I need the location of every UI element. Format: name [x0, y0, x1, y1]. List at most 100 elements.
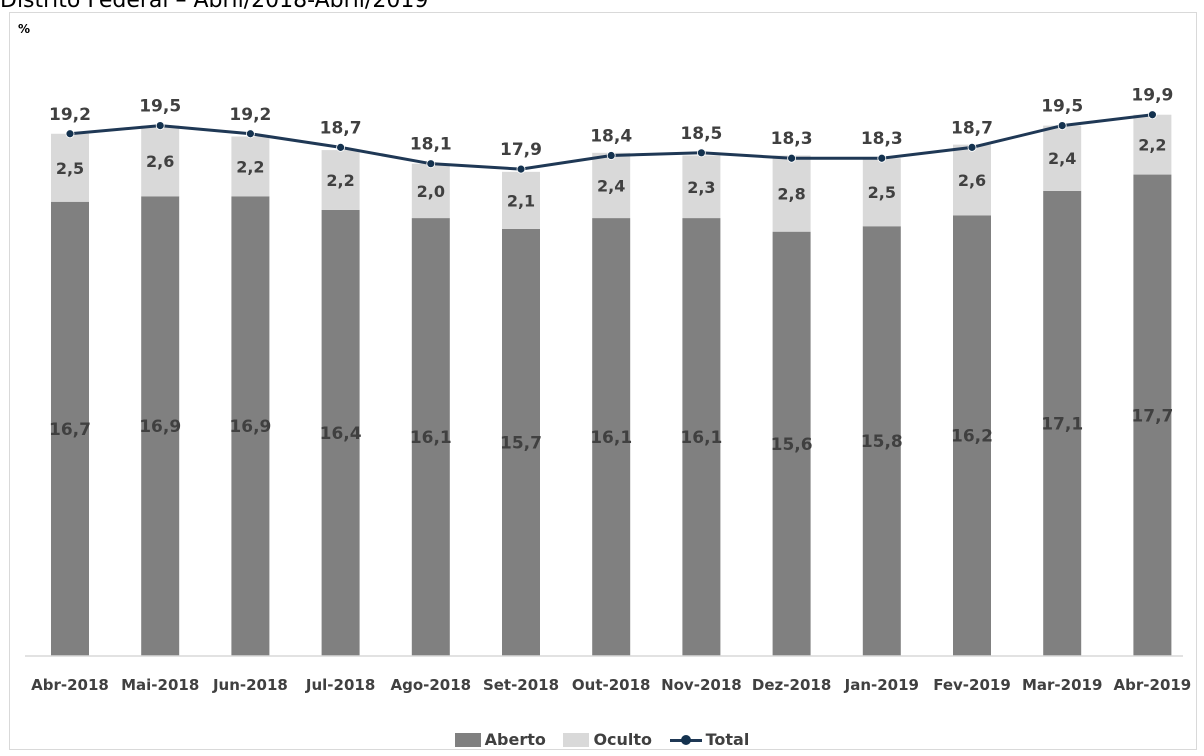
bar-aberto: [411, 218, 450, 656]
data-label-oculto: 2,2: [236, 157, 264, 176]
data-label-total: 17,9: [500, 140, 542, 160]
data-label-oculto: 2,8: [777, 185, 805, 204]
legend-swatch-oculto: [563, 732, 590, 747]
bar-aberto: [502, 228, 540, 656]
point-total: [245, 129, 255, 139]
x-tick-label: Jun-2018: [212, 676, 288, 694]
bar-oculto: [1133, 114, 1172, 175]
bar-oculto: [953, 144, 991, 216]
bar-aberto: [321, 209, 360, 657]
bar-oculto: [1043, 125, 1082, 191]
data-label-oculto: 2,2: [326, 171, 354, 190]
data-label-oculto: 2,0: [417, 182, 445, 201]
legend-label-oculto: Oculto: [593, 730, 653, 749]
data-label-aberto: 16,1: [680, 428, 722, 448]
x-tick-label: Abr-2019: [1114, 676, 1192, 694]
data-label-total: 19,5: [1041, 97, 1083, 117]
bar-aberto: [953, 215, 991, 657]
legend-swatch-aberto: [454, 732, 481, 747]
bar-aberto: [141, 196, 180, 656]
data-label-aberto: 16,4: [320, 424, 362, 444]
legend-swatch-total: [669, 733, 702, 747]
data-label-aberto: 16,2: [951, 427, 993, 447]
data-label-oculto: 2,2: [1138, 136, 1166, 155]
data-label-aberto: 15,6: [771, 435, 813, 455]
data-label-aberto: 17,7: [1131, 406, 1173, 426]
data-label-aberto: 16,1: [410, 428, 452, 448]
data-label-aberto: 16,9: [139, 417, 181, 437]
bar-aberto: [1133, 174, 1172, 656]
data-label-total: 18,4: [590, 127, 632, 147]
x-tick-label: Fev-2019: [933, 676, 1011, 694]
bar-aberto: [862, 226, 901, 657]
bar-oculto: [862, 158, 901, 227]
x-tick-label: Nov-2018: [661, 676, 742, 694]
bar-aberto: [1043, 190, 1082, 656]
legend-item-aberto[interactable]: Aberto: [454, 730, 546, 749]
legend-label-total: Total: [705, 730, 750, 749]
data-label-oculto: 2,4: [1048, 149, 1076, 168]
point-total: [516, 164, 526, 174]
data-label-total: 19,5: [139, 97, 181, 117]
bar-oculto: [592, 152, 631, 219]
x-tick-label: Jul-2018: [305, 676, 375, 694]
bar-aberto: [51, 201, 89, 656]
point-total: [336, 142, 346, 152]
legend-item-oculto[interactable]: Oculto: [563, 730, 652, 749]
bar-oculto: [51, 133, 89, 202]
data-label-total: 18,1: [410, 135, 452, 155]
point-total: [697, 148, 706, 158]
chart-frame: [9, 12, 1197, 750]
data-label-total: 18,7: [320, 118, 362, 138]
bar-aberto: [592, 218, 631, 656]
legend-label-aberto: Aberto: [484, 730, 546, 749]
data-label-oculto: 2,4: [597, 176, 625, 195]
x-tick-label: Mai-2018: [121, 676, 199, 694]
point-total: [877, 153, 887, 163]
x-tick-label: Ago-2018: [390, 676, 471, 694]
unit-label: %: [18, 22, 31, 36]
point-total: [65, 129, 75, 139]
point-total: [967, 142, 977, 152]
chart-title: Distrito Federal – Abril/2018-Abril/2019: [0, 0, 429, 13]
data-label-aberto: 16,1: [590, 428, 632, 448]
data-label-total: 18,7: [951, 118, 993, 138]
data-label-aberto: 15,8: [861, 432, 903, 452]
data-label-oculto: 2,6: [146, 152, 174, 171]
bar-oculto: [682, 155, 721, 219]
point-total: [1057, 121, 1067, 130]
x-tick-label: Mar-2019: [1022, 676, 1102, 694]
data-label-total: 18,3: [861, 129, 903, 149]
data-label-total: 18,3: [771, 129, 813, 149]
legend-item-total[interactable]: Total: [669, 730, 750, 749]
data-label-total: 19,2: [49, 105, 91, 125]
x-tick-label: Jan-2019: [844, 676, 919, 694]
bar-aberto: [772, 231, 811, 656]
bar-aberto: [682, 218, 721, 656]
data-label-oculto: 2,6: [958, 171, 986, 190]
data-label-aberto: 16,9: [229, 417, 271, 437]
bar-oculto: [502, 171, 540, 229]
data-label-total: 19,2: [229, 105, 271, 125]
x-tick-label: Abr-2018: [31, 676, 109, 694]
point-total: [787, 153, 796, 163]
bar-aberto: [231, 196, 270, 656]
x-tick-label: Dez-2018: [752, 676, 831, 694]
point-total: [155, 121, 165, 130]
data-label-oculto: 2,3: [687, 178, 715, 197]
bar-oculto: [321, 150, 360, 210]
data-label-total: 19,9: [1131, 86, 1173, 106]
data-label-oculto: 2,5: [56, 159, 84, 178]
point-total: [606, 151, 616, 160]
x-tick-label: Out-2018: [572, 676, 651, 694]
point-total: [1148, 110, 1157, 120]
bar-oculto: [231, 136, 270, 197]
bar-oculto: [772, 155, 811, 232]
data-label-total: 18,5: [680, 124, 722, 144]
data-label-aberto: 15,7: [500, 433, 542, 453]
point-total: [426, 159, 436, 169]
data-label-oculto: 2,5: [868, 183, 896, 202]
data-label-aberto: 16,7: [49, 420, 91, 440]
data-label-aberto: 17,1: [1041, 414, 1083, 434]
